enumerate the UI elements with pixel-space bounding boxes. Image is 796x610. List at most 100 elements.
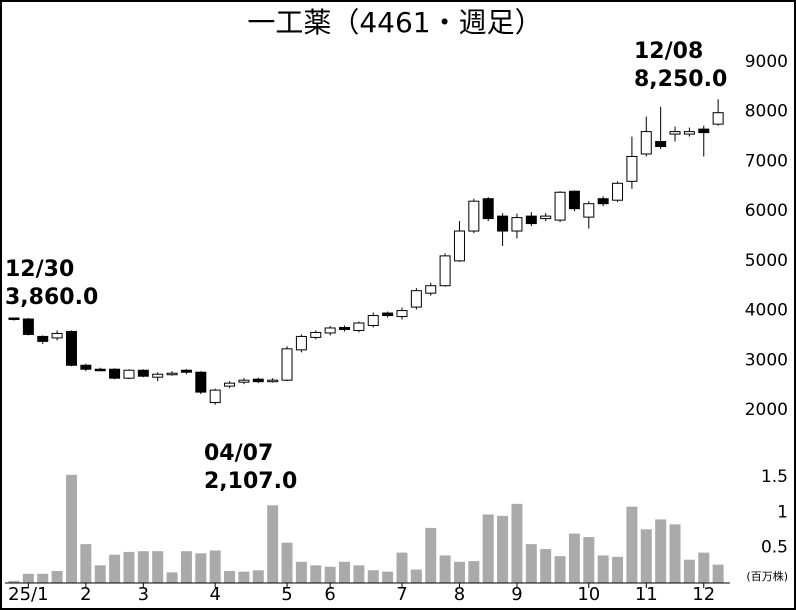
candle-body <box>439 255 451 287</box>
candle-body <box>209 389 221 404</box>
volume-bar <box>439 555 451 583</box>
x-tick-label: 3 <box>138 584 149 605</box>
candle-body <box>252 378 264 383</box>
volume-bar <box>396 552 408 583</box>
volume-bar <box>640 529 652 583</box>
volume-bar <box>497 515 509 583</box>
candle-body <box>612 182 624 201</box>
candle-body <box>123 369 135 379</box>
candle-body <box>65 330 77 366</box>
volume-bar <box>22 573 34 583</box>
volume-bar <box>65 474 77 583</box>
candle-body <box>597 198 609 205</box>
volume-bar <box>597 555 609 583</box>
candle-body <box>410 290 422 308</box>
volume-bar <box>324 566 336 583</box>
y-tick-label: 5000 <box>745 251 788 271</box>
candle-body <box>339 326 351 330</box>
volume-bar <box>281 542 293 583</box>
y-tick-label: 2000 <box>745 400 788 420</box>
volume-bar <box>224 570 236 583</box>
volume-bar <box>367 570 379 583</box>
candle-body <box>655 141 667 148</box>
candle-body <box>152 373 164 378</box>
candle-body <box>80 364 92 370</box>
volume-bar <box>109 554 121 583</box>
volume-bar <box>180 551 192 583</box>
candle-body <box>224 382 236 387</box>
x-tick-label: 9 <box>511 584 522 605</box>
candle-body <box>109 368 121 379</box>
x-tick-label: 2 <box>80 584 91 605</box>
volume-bar <box>583 537 595 583</box>
volume-bar <box>554 556 566 583</box>
candle-body <box>238 379 250 383</box>
candle-body <box>525 215 537 225</box>
volume-bar <box>195 553 207 583</box>
volume-bar <box>683 559 695 583</box>
candle-body <box>583 203 595 218</box>
candle-body <box>137 369 149 377</box>
x-tick-label: 8 <box>454 584 465 605</box>
candle-body <box>281 348 293 381</box>
candle-body <box>310 331 322 338</box>
volume-bar <box>295 561 307 583</box>
candle-body <box>353 322 365 331</box>
x-tick-label: 5 <box>281 584 292 605</box>
candle-body <box>37 335 49 342</box>
volume-bar <box>37 573 49 583</box>
volume-bar <box>540 549 552 583</box>
y-tick-label: 4000 <box>745 301 788 321</box>
candle-body <box>568 190 580 210</box>
volume-bar <box>669 524 681 583</box>
candle-body <box>22 318 34 335</box>
candle-body <box>482 198 494 220</box>
volume-bar <box>626 506 638 583</box>
candle-body <box>712 112 724 125</box>
volume-unit: (百万株) <box>746 569 788 583</box>
annotation: 8,250.0 <box>634 67 727 92</box>
candle-body <box>367 315 379 326</box>
x-tick-label: 25/1 <box>8 584 48 605</box>
volume-bar <box>468 561 480 583</box>
candle-body <box>468 200 480 232</box>
candle-body <box>669 131 681 135</box>
candle-body <box>640 131 652 155</box>
volume-tick-label: 1 <box>777 502 788 522</box>
volume-bar <box>698 552 710 583</box>
volume-bar <box>568 533 580 583</box>
volume-bar <box>310 565 322 583</box>
volume-bar <box>612 556 624 583</box>
volume-bar <box>80 544 92 583</box>
candle-body <box>540 215 552 220</box>
candle-body <box>453 230 465 262</box>
x-tick-label: 10 <box>577 584 600 605</box>
volume-bar <box>94 565 106 583</box>
y-tick-label: 6000 <box>745 201 788 221</box>
candle-body <box>267 379 279 383</box>
volume-bar <box>209 550 221 583</box>
volume-bar <box>339 561 351 583</box>
x-tick-label: 6 <box>324 584 335 605</box>
volume-bar <box>8 580 20 583</box>
volume-bar <box>252 570 264 583</box>
candle-body <box>324 327 336 334</box>
volume-tick-label: 0.5 <box>761 538 788 558</box>
candle-body <box>626 155 638 182</box>
y-tick-label: 8000 <box>745 102 788 122</box>
candle-body <box>425 285 437 294</box>
volume-bar <box>152 551 164 583</box>
volume-bar <box>238 571 250 583</box>
annotation: 12/08 <box>634 39 703 64</box>
annotation: 2,107.0 <box>204 469 297 494</box>
volume-bar <box>712 564 724 583</box>
candle-body <box>51 332 63 339</box>
candle-body <box>382 312 394 317</box>
candle-body <box>166 372 178 376</box>
y-tick-label: 3000 <box>745 350 788 370</box>
volume-bar <box>382 571 394 583</box>
volume-bar <box>482 514 494 583</box>
annotation: 12/30 <box>5 257 74 282</box>
